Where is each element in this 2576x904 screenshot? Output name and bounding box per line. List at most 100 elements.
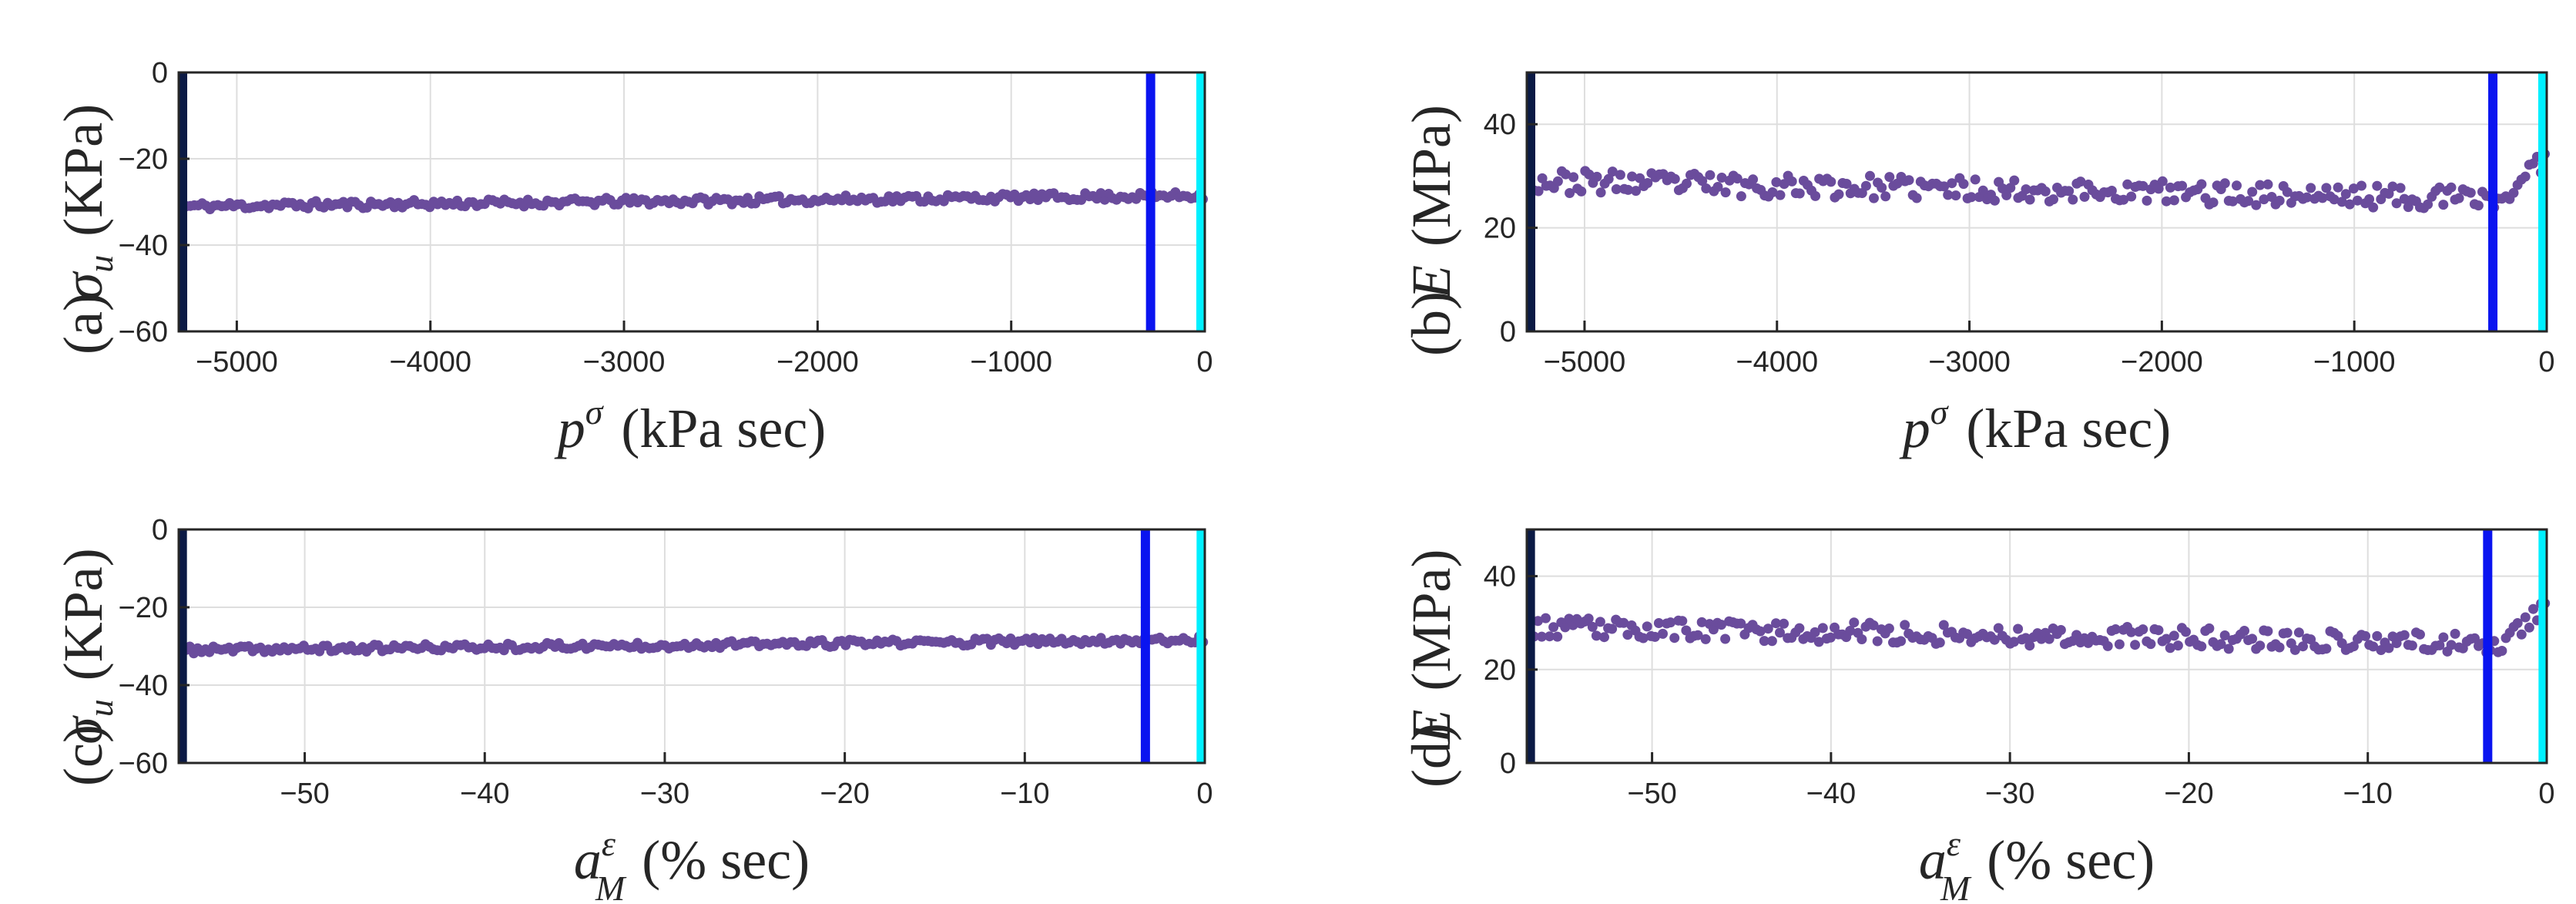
data-point: [1911, 193, 1922, 203]
data-point: [1810, 627, 1820, 637]
data-point: [2407, 640, 2417, 651]
data-point: [2106, 186, 2117, 196]
data-point: [2454, 193, 2464, 203]
data-point: [1631, 186, 1642, 197]
data-point: [1705, 170, 1716, 180]
data-point: [2364, 194, 2375, 204]
data-point: [2415, 629, 2425, 640]
y-axis-title: E(MPa): [1400, 549, 1462, 744]
y-tick-label: −60: [119, 748, 168, 780]
data-point: [1595, 187, 1606, 198]
data-point: [2157, 176, 2168, 187]
data-point: [1669, 173, 1680, 184]
y-tick-label: −20: [119, 592, 168, 624]
x-tick-label: −4000: [389, 346, 471, 378]
data-point: [1592, 171, 1602, 182]
data-point: [1775, 190, 1786, 200]
data-point: [2024, 640, 2035, 651]
data-point: [2196, 179, 2207, 190]
x-tick-label: 0: [2538, 778, 2554, 810]
x-tick-label: 0: [2538, 346, 2554, 378]
y-tick-label: 0: [1500, 316, 1516, 348]
data-point: [1552, 631, 1563, 642]
data-point: [1541, 613, 1551, 623]
y-tick-label: 40: [1484, 109, 1516, 141]
data-point: [2524, 622, 2534, 633]
data-point: [1958, 179, 1969, 190]
data-point: [2196, 641, 2207, 652]
x-tick-label: −5000: [196, 346, 278, 378]
data-point: [2255, 640, 2266, 651]
data-point: [2223, 644, 2234, 654]
data-point: [2383, 643, 2394, 654]
data-point: [2040, 186, 2051, 197]
data-point: [2293, 627, 2304, 638]
data-point: [1681, 625, 1692, 636]
data-point: [1990, 195, 2000, 206]
data-point: [1869, 193, 1879, 203]
data-point: [1841, 179, 1852, 189]
data-point: [2520, 612, 2531, 623]
panel-0: −5000 −4000 −3000 −2000 −1000 0 −60 −40 −20 0 pσ (k…: [52, 57, 1213, 459]
data-point: [1826, 176, 1836, 187]
data-point: [1763, 623, 1773, 634]
data-point: [2465, 187, 2476, 198]
data-point: [1884, 172, 1895, 183]
x-tick-label: −4000: [1736, 346, 1818, 378]
data-point: [1587, 621, 1598, 632]
data-point: [1865, 170, 1875, 181]
data-point: [2512, 618, 2523, 628]
data-point: [2282, 627, 2293, 638]
data-point: [1766, 636, 1777, 647]
data-point: [1720, 187, 1731, 198]
data-point: [2219, 630, 2230, 640]
data-point: [1833, 189, 1844, 200]
data-point: [1658, 628, 1668, 639]
data-point: [2024, 194, 2035, 205]
data-point: [1712, 182, 1723, 192]
data-point: [2204, 623, 2215, 633]
data-point: [1615, 170, 1625, 180]
data-point: [1642, 178, 1653, 188]
x-axis-title: aε M (% sec): [1919, 824, 2155, 904]
data-point: [2130, 640, 2141, 650]
data-point: [1682, 178, 1692, 189]
panel-3: −50 −40 −30 −20 −10 0 0 20 40 aε M (% sec) E(MPa)(d): [1400, 528, 2555, 904]
data-point: [1736, 191, 1746, 202]
data-point: [2247, 187, 2258, 197]
x-tick-label: −2000: [776, 346, 859, 378]
data-point: [1900, 620, 1910, 630]
data-point: [2232, 180, 2242, 191]
data-point: [2372, 180, 2383, 191]
x-tick-label: −3000: [1928, 346, 2011, 378]
axes-box: [177, 528, 1206, 765]
data-point: [1583, 613, 1594, 624]
x-tick-label: −3000: [583, 346, 666, 378]
data-point: [1622, 630, 1633, 640]
data-point: [1775, 627, 1785, 638]
data-point: [1947, 178, 1957, 189]
data-point: [2044, 633, 2054, 644]
data-point: [2274, 195, 2285, 206]
data-point: [2438, 200, 2449, 210]
y-tick-label: 20: [1484, 213, 1516, 245]
y-tick-label: −40: [119, 230, 168, 262]
data-point: [2102, 640, 2113, 651]
data-point: [1576, 186, 1587, 197]
panel-label: (d): [1400, 723, 1462, 788]
data-point: [1857, 634, 1867, 644]
data-point: [2395, 183, 2406, 193]
x-tick-label: −40: [460, 778, 509, 810]
data-point: [2340, 189, 2351, 200]
data-point: [1810, 190, 1821, 201]
data-point: [1635, 173, 1645, 183]
data-point: [2079, 191, 2090, 202]
data-point: [2168, 195, 2179, 206]
data-point: [2368, 202, 2379, 213]
data-point: [2274, 642, 2285, 653]
data-point: [2219, 178, 2230, 189]
data-point: [2508, 187, 2519, 198]
data-point: [2450, 628, 2460, 639]
y-axis-title: σu(KPa): [52, 548, 120, 744]
data-point: [1748, 174, 1759, 185]
